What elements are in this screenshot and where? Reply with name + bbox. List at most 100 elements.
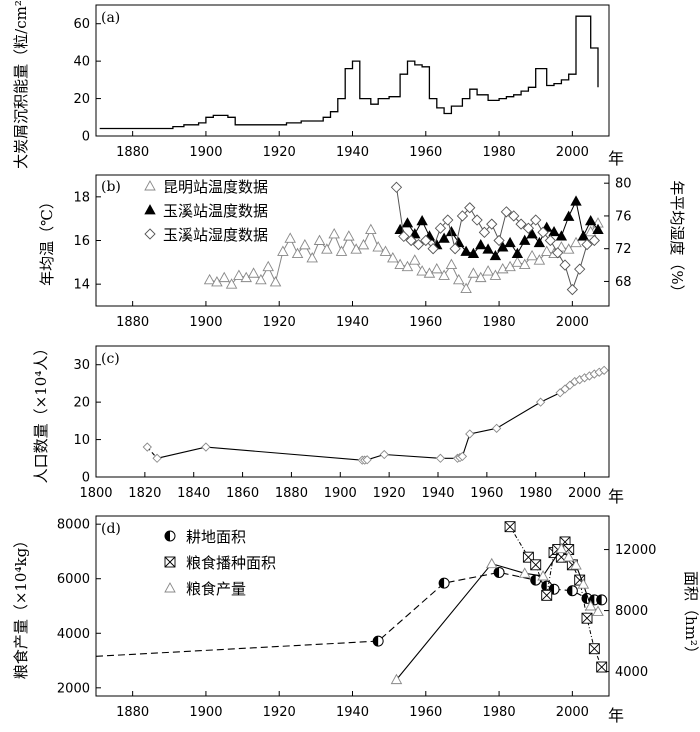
kunming-temp-point xyxy=(277,245,289,256)
yuxi-humidity-point xyxy=(500,206,513,218)
legend-yuxi-humidity-marker xyxy=(144,228,156,240)
grain-yield-point xyxy=(592,605,604,616)
yuxi-humidity-point xyxy=(493,234,505,247)
yuxi-humidity-point xyxy=(544,234,557,247)
x-tick-label: 1940 xyxy=(336,315,369,330)
x-tick-label: 1880 xyxy=(116,145,149,160)
y-tick-label-right: 80 xyxy=(615,177,632,192)
x-tick-label: 1980 xyxy=(483,315,516,330)
panel-c-label: (c) xyxy=(101,351,120,367)
panel-d-legend: 耕地面积 粮食播种面积 粮食产量 xyxy=(164,528,276,598)
kunming-temp-point xyxy=(431,262,443,274)
y-tick-label-right: 76 xyxy=(615,209,632,224)
legend-grain-yield: 粮食产量 xyxy=(186,580,246,598)
yuxi-temp-point xyxy=(555,230,568,241)
y-tick-label: 0 xyxy=(82,130,90,145)
x-tick-label: 1880 xyxy=(116,705,149,720)
x-tick-label: 1900 xyxy=(189,145,222,160)
legend-kunming-temp-marker xyxy=(144,180,156,191)
x-tick-label: 1940 xyxy=(421,486,454,501)
population-point xyxy=(379,449,389,460)
kunming-temp-point xyxy=(401,260,414,272)
x-tick-label: 2000 xyxy=(556,145,589,160)
panel-b: (b) 年均温（℃） 年平均湿度（%） 昆明站温度数据 玉溪站温度数据 玉溪站湿… xyxy=(38,174,686,330)
kunming-temp-point xyxy=(526,249,538,261)
yuxi-humidity-point xyxy=(390,181,403,193)
x-tick-label: 1980 xyxy=(519,486,552,501)
x-tick-label: 1820 xyxy=(128,486,161,501)
kunming-temp-point xyxy=(409,254,421,265)
yuxi-temp-point xyxy=(482,243,494,254)
yuxi-temp-point xyxy=(401,217,414,228)
yuxi-humidity-point xyxy=(456,210,469,222)
y-tick-label: 2000 xyxy=(57,681,90,696)
x-tick-label: 1920 xyxy=(373,486,406,501)
x-tick-label: 1880 xyxy=(275,486,308,501)
panel-a-ylabel: 大炭屑沉积能量（粒/cm²/a） xyxy=(12,0,30,169)
kunming-temp-point xyxy=(218,271,231,283)
grain-yield-point xyxy=(577,578,590,589)
kunming-temp-point xyxy=(328,228,340,239)
grain-yield-point xyxy=(537,570,549,581)
y-tick-label-right: 72 xyxy=(615,242,632,257)
yuxi-humidity-point xyxy=(427,243,439,255)
grain-yield-point xyxy=(562,550,575,562)
legend-grain-sown-area: 粮食播种面积 xyxy=(186,554,276,572)
population-point xyxy=(152,453,162,463)
panel-c-year-unit: 年 xyxy=(608,487,624,506)
x-tick-label: 1920 xyxy=(263,145,296,160)
kunming-temp-point xyxy=(284,232,296,243)
grain-sown-area-point xyxy=(504,521,516,533)
panel-c: (c) 人口数量（×10⁴人） 年 1800 1820 1840 1860 1880 19… xyxy=(32,341,624,506)
panel-a: (a) 大炭屑沉积能量（粒/cm²/a） 年 1880 1900 1920 1940 1… xyxy=(12,0,624,169)
y-tick-label: 4000 xyxy=(57,627,90,642)
x-tick-label: 1900 xyxy=(189,705,222,720)
yuxi-temp-point xyxy=(592,223,604,234)
yuxi-humidity-point xyxy=(552,247,564,259)
x-tick-label: 1900 xyxy=(324,486,357,501)
yuxi-temp-point xyxy=(584,215,597,226)
population-point xyxy=(201,442,211,452)
legend-grain-sown-area-marker xyxy=(164,556,176,568)
x-tick-label: 1900 xyxy=(189,315,222,330)
yuxi-humidity-point xyxy=(464,202,476,214)
x-tick-label: 1980 xyxy=(483,145,516,160)
y-tick-label: 20 xyxy=(73,92,90,107)
kunming-temp-point xyxy=(269,276,282,287)
population-line xyxy=(156,369,605,461)
x-tick-label: 2000 xyxy=(556,315,589,330)
y-tick-label: 6000 xyxy=(57,572,90,587)
kunming-temp-point xyxy=(445,258,458,269)
yuxi-temp-point xyxy=(533,236,546,248)
y-tick-label: 16 xyxy=(73,234,90,249)
cultivated-area-point xyxy=(493,566,505,578)
yuxi-temp-point xyxy=(563,210,575,221)
kunming-temp-point xyxy=(467,267,480,278)
kunming-temp-point xyxy=(203,273,216,285)
grain-sown-area-point xyxy=(530,559,542,571)
kunming-temp-point xyxy=(262,260,274,272)
y-tick-label-right: 4000 xyxy=(615,665,648,680)
x-tick-label: 1940 xyxy=(336,705,369,720)
x-tick-label: 1940 xyxy=(336,145,369,160)
x-tick-label: 1860 xyxy=(226,486,259,501)
x-tick-label: 2000 xyxy=(556,705,589,720)
kunming-temp-point xyxy=(438,269,450,280)
panel-d-frame xyxy=(95,515,610,697)
panel-c-ylabel: 人口数量（×10⁴人） xyxy=(32,341,50,484)
y-tick-label-right: 68 xyxy=(615,275,632,290)
x-tick-label: 1920 xyxy=(263,315,296,330)
y-tick-label-right: 12000 xyxy=(615,543,656,558)
yuxi-temp-point xyxy=(489,249,502,261)
kunming-temp-point xyxy=(335,245,348,256)
legend-grain-yield-marker xyxy=(164,582,176,593)
legend-cultivated-area: 耕地面积 xyxy=(186,528,246,546)
yuxi-humidity-point xyxy=(478,226,491,238)
yuxi-humidity-point xyxy=(515,218,527,230)
x-tick-label: 1840 xyxy=(177,486,210,501)
kunming-temp-point xyxy=(357,238,370,250)
yuxi-temp-point xyxy=(438,232,450,243)
yuxi-humidity-point xyxy=(405,234,417,247)
x-tick-label: 1800 xyxy=(79,486,112,501)
